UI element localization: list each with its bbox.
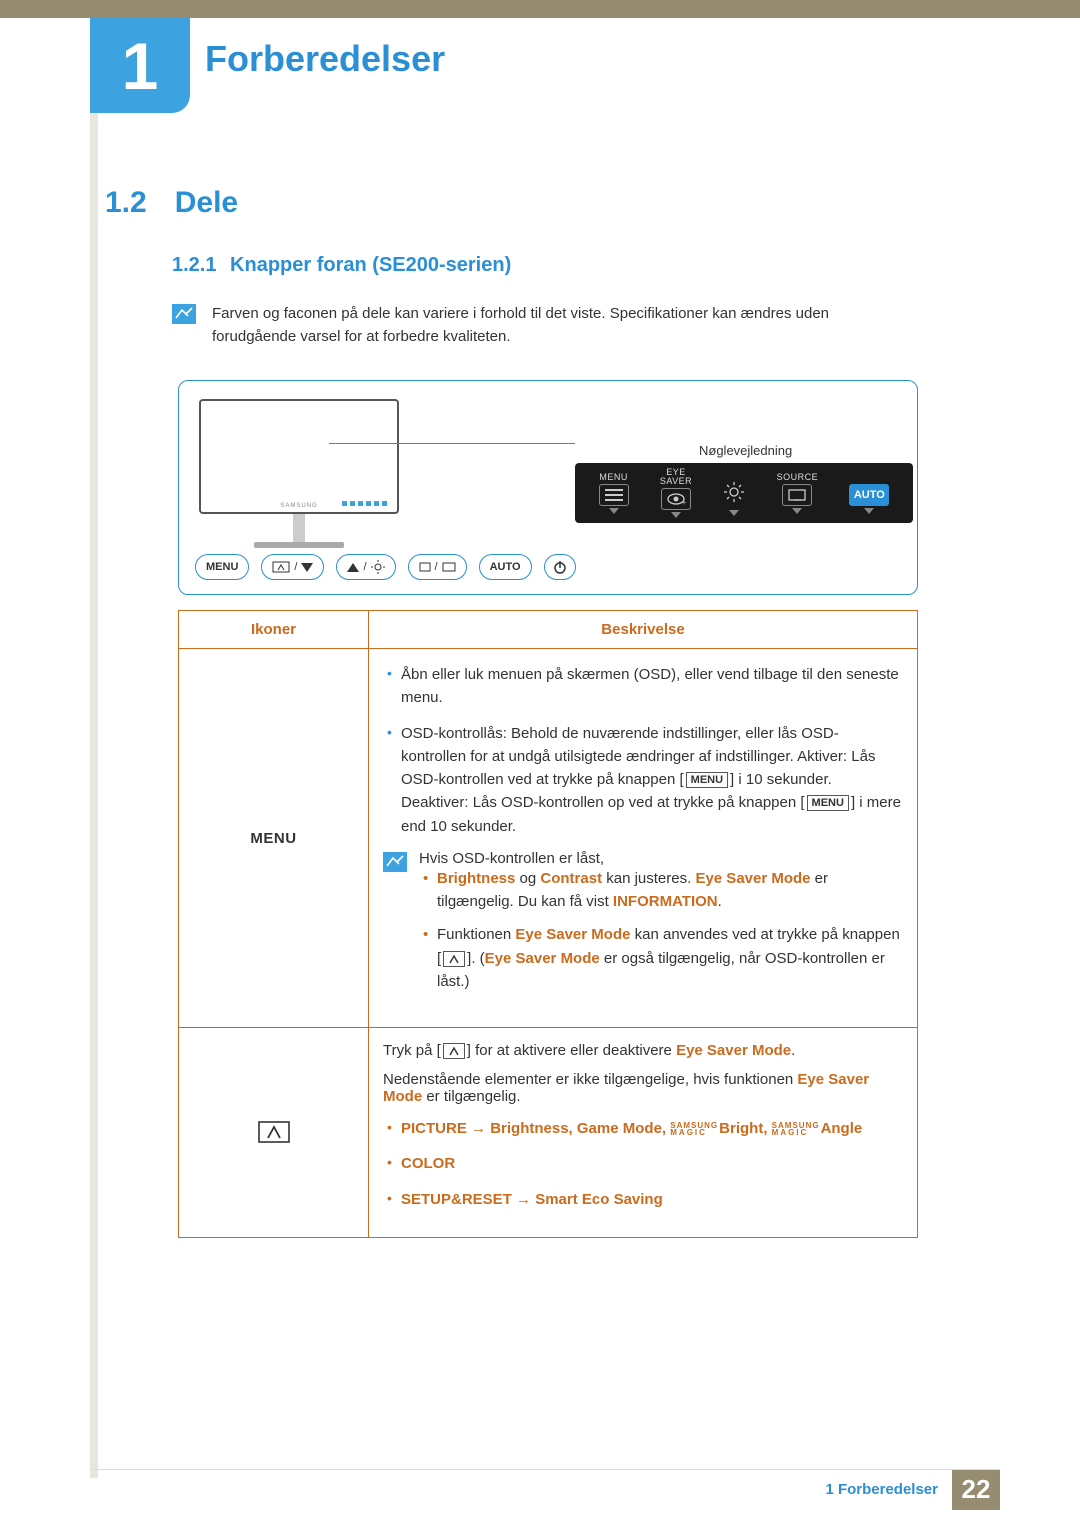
- row1-desc: Åbn eller luk menuen på skærmen (OSD), e…: [369, 649, 918, 1028]
- svg-text:+: +: [682, 500, 686, 506]
- kg-auto: AUTO: [849, 473, 889, 514]
- kg-source: SOURCE: [777, 473, 819, 514]
- btn-menu: MENU: [195, 554, 249, 580]
- triangle-down-icon: [301, 563, 313, 572]
- triangle-up-icon: [347, 563, 359, 572]
- power-icon: [553, 560, 567, 574]
- kg-brightness: [723, 470, 745, 516]
- row2-desc: Tryk på [] for at aktivere eller deaktiv…: [369, 1028, 918, 1238]
- row2-icon-eye-saver: [193, 1121, 354, 1143]
- subsection-title: Knapper foran (SE200-serien): [230, 254, 511, 276]
- subsection-heading: 1.2.1 Knapper foran (SE200-serien): [172, 254, 511, 277]
- subsection-number: 1.2.1: [172, 254, 216, 276]
- square-small-icon: [419, 562, 431, 572]
- th-icons: Ikoner: [179, 611, 369, 649]
- row1-subnote: Hvis OSD-kontrollen er låst, Brightness …: [383, 850, 903, 1003]
- note-text: Farven og faconen på dele kan variere i …: [212, 302, 912, 349]
- row2-ob1: PICTURE → Brightness, Game Mode, SAMSUNG…: [383, 1117, 903, 1140]
- row1-bullet2: OSD-kontrollås: Behold de nuværende inds…: [383, 722, 903, 838]
- note-icon: [383, 852, 407, 872]
- source-icon: [782, 484, 812, 506]
- subnote-item2: Funktionen Eye Saver Mode kan anvendes v…: [419, 923, 903, 993]
- brand-label: SAMSUNG: [280, 503, 317, 509]
- table-row: Tryk på [] for at aktivere eller deaktiv…: [179, 1028, 918, 1238]
- btn-power: [544, 554, 576, 580]
- section-heading: 1.2 Dele: [105, 186, 238, 220]
- kg-menu: MENU: [599, 473, 629, 514]
- btn-eyesaver-down: /: [261, 554, 324, 580]
- chapter-title: Forberedelser: [205, 38, 445, 80]
- row1-icon-menu: MENU: [250, 830, 296, 847]
- row2-ob3: SETUP&RESET → Smart Eco Saving: [383, 1188, 903, 1211]
- btn-auto: AUTO: [479, 554, 532, 580]
- monitor-buttons-icon: [342, 501, 387, 506]
- row1-bullet1: Åbn eller luk menuen på skærmen (OSD), e…: [383, 663, 903, 710]
- kg-eye-saver: EYE SAVER +: [660, 468, 692, 518]
- note-icon: [172, 304, 196, 324]
- footer-page-number: 22: [952, 1470, 1000, 1510]
- info-note: Farven og faconen på dele kan variere i …: [172, 302, 912, 349]
- row2-p2: Nedenstående elementer er ikke tilgængel…: [383, 1071, 903, 1105]
- row2-p1: Tryk på [] for at aktivere eller deaktiv…: [383, 1042, 903, 1059]
- page-footer: 1 Forberedelser 22: [90, 1469, 1000, 1509]
- callout-line: [329, 443, 575, 444]
- chapter-number: 1: [122, 28, 159, 104]
- th-desc: Beskrivelse: [369, 611, 918, 649]
- row2-ob2: COLOR: [383, 1152, 903, 1175]
- physical-button-row: MENU / / / AUTO: [195, 554, 576, 580]
- eye-saver-icon: +: [661, 488, 691, 510]
- icons-table: Ikoner Beskrivelse MENU Åbn eller luk me…: [178, 610, 918, 1238]
- chapter-tab: 1: [90, 18, 190, 113]
- eye-saver-small-icon: [272, 561, 290, 573]
- left-stripe: [90, 18, 98, 1478]
- product-diagram: SAMSUNG Nøglevejledning MENU EYE SAVER +…: [178, 380, 918, 595]
- section-title: Dele: [175, 186, 238, 220]
- table-row: MENU Åbn eller luk menuen på skærmen (OS…: [179, 649, 918, 1028]
- btn-up-brightness: /: [336, 554, 395, 580]
- footer-text: 1 Forberedelser: [825, 1481, 938, 1498]
- section-number: 1.2: [105, 186, 147, 220]
- key-guide-label: Nøglevejledning: [699, 443, 792, 458]
- subnote-item1: Brightness og Contrast kan justeres. Eye…: [419, 867, 903, 914]
- monitor-illustration: SAMSUNG: [199, 399, 399, 548]
- btn-source: /: [408, 554, 467, 580]
- top-bar: [0, 0, 1080, 18]
- subnote-lead: Hvis OSD-kontrollen er låst,: [419, 850, 903, 867]
- brightness-small-icon: [371, 560, 385, 574]
- brightness-icon: [723, 481, 745, 508]
- auto-button-icon: AUTO: [849, 484, 889, 506]
- menu-bars-icon: [599, 484, 629, 506]
- key-guide-panel: MENU EYE SAVER + SOURCE AUTO: [575, 463, 913, 523]
- source-small-icon: [442, 562, 456, 572]
